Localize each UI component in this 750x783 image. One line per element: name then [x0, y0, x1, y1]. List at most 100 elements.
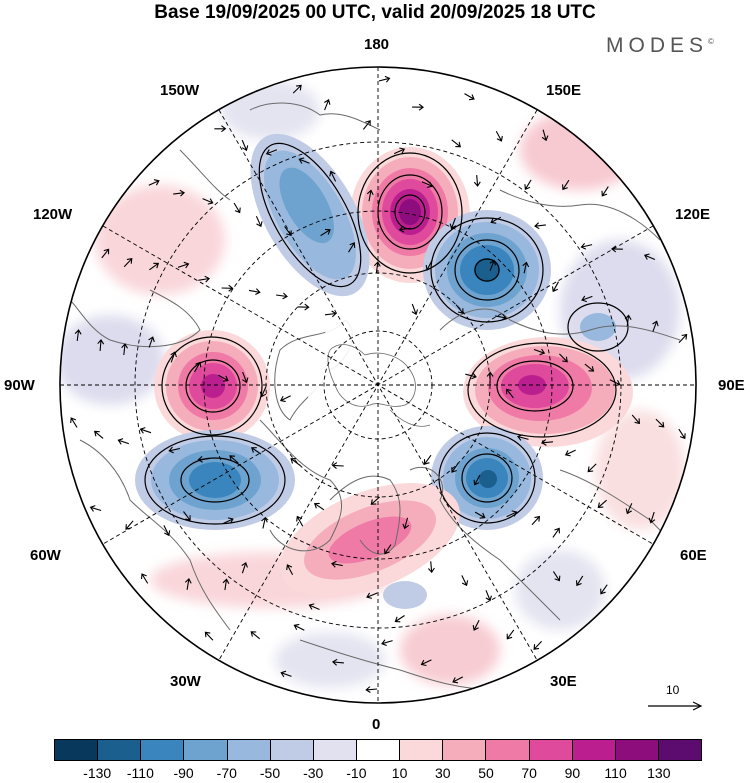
colorbar-segment — [486, 740, 530, 760]
lon-label-90e: 90E — [718, 377, 745, 394]
wind-arrow — [473, 175, 481, 187]
wind-arrow — [221, 284, 234, 292]
wind-arrow — [378, 75, 391, 83]
wind-arrow — [97, 338, 105, 351]
wind-arrow — [559, 353, 568, 363]
wind-arrow — [366, 189, 374, 202]
wind-arrow — [348, 242, 356, 253]
wind-arrow — [121, 343, 128, 356]
wind-arrow — [420, 659, 432, 667]
lon-label-60e: 60E — [680, 547, 707, 564]
wind-arrow — [655, 418, 665, 428]
colorbar-segment — [529, 740, 573, 760]
wind-arrow — [280, 670, 292, 678]
wind-arrow — [423, 454, 432, 465]
wind-arrow — [214, 125, 227, 133]
wind-arrow — [552, 527, 560, 538]
wind-arrow — [362, 120, 371, 130]
wind-vectors — [70, 75, 688, 693]
colorbar-segment — [400, 740, 444, 760]
wind-arrow — [276, 292, 288, 300]
wind-arrow — [533, 348, 546, 356]
anomaly-negative-northeast — [423, 210, 551, 330]
lon-label-120e: 120E — [675, 206, 711, 223]
wind-arrow — [296, 515, 304, 527]
colorbar-tick-label: -50 — [259, 765, 281, 781]
wind-arrow — [402, 517, 410, 530]
wind-arrow — [366, 592, 378, 599]
wind-arrow — [370, 496, 380, 505]
modes-logo: MODES© — [606, 34, 714, 57]
wind-arrow — [222, 578, 230, 591]
wind-arrow — [394, 615, 405, 623]
wind-arrow — [148, 179, 160, 186]
wind-arrow — [139, 427, 152, 434]
wind-arrow — [320, 228, 331, 237]
wind-arrow — [241, 139, 249, 152]
colorbar-segment — [98, 740, 142, 760]
anomaly-negative-southeast — [431, 426, 543, 530]
wind-arrow — [331, 462, 344, 470]
wind-arrow — [331, 658, 344, 666]
wind-arrow — [461, 575, 469, 587]
anomaly-negative-northwest — [250, 133, 370, 297]
colorbar-segment — [55, 740, 99, 760]
colorbar-segment — [443, 740, 487, 760]
lon-label-180: 180 — [364, 36, 390, 53]
colorbar-tick-label: 10 — [391, 765, 408, 781]
colorbar-tick-label: -10 — [346, 765, 367, 781]
wind-arrow — [531, 515, 541, 526]
wind-arrow — [452, 676, 464, 684]
lon-label-30e: 30E — [550, 673, 577, 690]
colorbar-tick-label: 90 — [564, 765, 581, 781]
wind-arrow — [197, 455, 210, 463]
wind-arrow — [242, 371, 249, 384]
map-title: Base 19/09/2025 00 UTC, valid 20/09/2025… — [154, 2, 596, 23]
colorbar-segment — [356, 740, 401, 760]
wind-arrow — [490, 216, 502, 224]
colorbar-segment — [572, 740, 616, 760]
wind-arrow — [648, 511, 656, 524]
wind-arrow — [562, 179, 570, 191]
wind-arrow — [204, 631, 214, 641]
wind-arrow — [464, 93, 475, 101]
wind-arrow — [149, 262, 160, 271]
wind-arrow — [202, 198, 214, 205]
wind-arrow — [652, 320, 659, 332]
wind-arrow — [631, 414, 640, 425]
wind-arrow — [233, 202, 241, 214]
wind-arrow — [148, 336, 155, 348]
colorbar-segment — [227, 740, 271, 760]
wind-arrow — [284, 226, 292, 237]
wind-arrow — [330, 560, 343, 568]
wind-arrow — [184, 577, 192, 590]
wind-arrow — [534, 222, 546, 230]
anomaly-negative-siberia — [580, 313, 616, 341]
wind-arrow — [421, 181, 433, 188]
wind-arrow — [313, 502, 325, 511]
colorbar-tick-label: 50 — [478, 765, 494, 781]
wind-arrow — [411, 303, 419, 316]
wind-arrow — [292, 84, 302, 94]
wind-arrow — [624, 314, 632, 327]
lon-label-90w: 90W — [4, 377, 35, 394]
wind-arrow — [286, 564, 294, 575]
wind-arrow — [643, 253, 656, 261]
wind-arrow — [198, 275, 210, 283]
wind-arrow — [678, 428, 686, 440]
wind-arrow — [194, 361, 202, 373]
wind-arrow — [308, 603, 320, 611]
wind-arrow — [123, 258, 133, 268]
wind-arrow — [173, 189, 186, 197]
colorbar-tick-label: 110 — [604, 765, 627, 781]
wind-arrow — [89, 505, 102, 512]
wind-arrow — [140, 573, 149, 584]
map-border — [59, 66, 697, 704]
wind-arrow — [552, 571, 561, 582]
lon-label-150w: 150W — [160, 82, 200, 99]
wind-arrow — [251, 447, 262, 455]
wind-arrow — [473, 474, 481, 486]
wind-arrow — [587, 463, 597, 473]
wind-arrow — [449, 217, 457, 230]
wind-arrow — [425, 259, 433, 271]
